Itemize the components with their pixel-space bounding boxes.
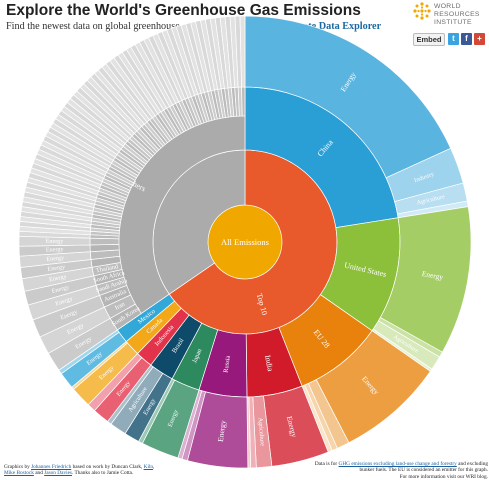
wri-logo-icon (413, 2, 431, 20)
others-tiny-sector-arc-69[interactable] (239, 15, 246, 88)
others-country-arc-9[interactable] (89, 237, 120, 246)
others-tiny-country-arc-69[interactable] (241, 86, 246, 117)
page-title: Explore the World's Greenhouse Gas Emiss… (6, 2, 361, 19)
twitter-icon[interactable]: t (448, 33, 459, 45)
google-plus-icon[interactable]: + (474, 33, 485, 45)
wri-logo[interactable]: WORLD RESOURCES INSTITUTE (413, 2, 489, 32)
subtitle-text: Find the newest data on global greenhous… (6, 21, 254, 32)
cait-link[interactable]: CAIT Climate Data Explorer (253, 21, 382, 32)
credit-link-johannes[interactable]: Johannes Friedrich (31, 464, 72, 470)
ghg-definition-link[interactable]: GHG emissions excluding land-use change … (338, 461, 457, 467)
page-subtitle: Find the newest data on global greenhous… (6, 21, 381, 32)
credit-link-kiln[interactable]: Kiln (143, 464, 154, 470)
credit-link-bostock[interactable]: Mike Bostock (4, 470, 34, 477)
facebook-icon[interactable]: f (461, 33, 472, 45)
credits-left: Graphics by Johannes Friedrich based on … (4, 464, 155, 477)
credits-right: Data is for GHG emissions excluding land… (314, 461, 488, 480)
wri-logo-text: WORLD RESOURCES INSTITUTE (434, 3, 480, 27)
embed-button[interactable]: Embed (413, 33, 445, 46)
credit-link-davies[interactable]: Jason Davies (44, 470, 72, 477)
center-all-emissions[interactable] (208, 205, 282, 279)
